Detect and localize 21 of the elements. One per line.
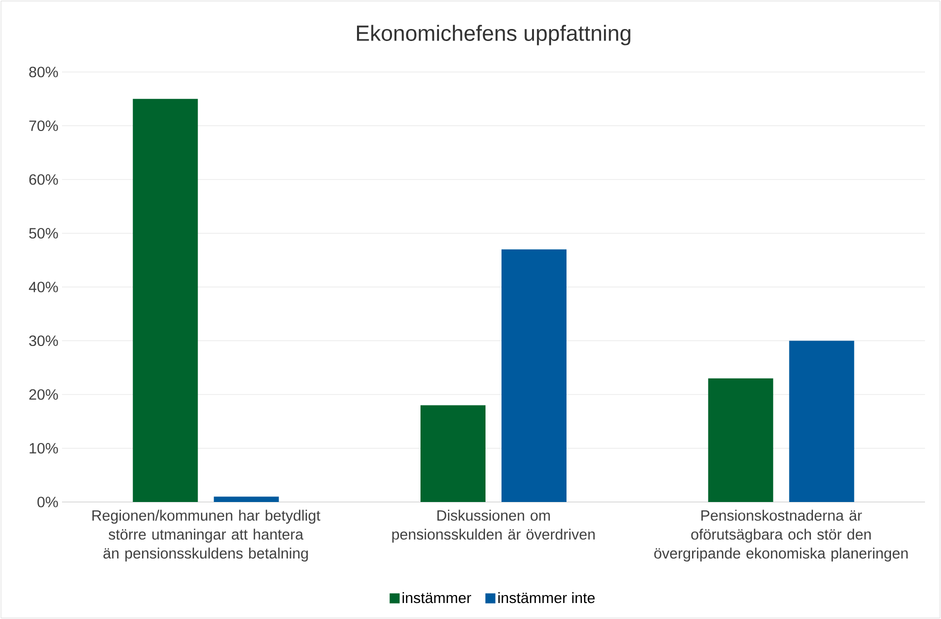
y-tick-label: 70% [29,120,58,132]
y-tick-label: 10% [30,442,58,454]
chart-title: Ekonomichefens uppfattning [357,24,630,46]
bar [789,340,854,502]
y-tick-label: 30% [29,335,58,346]
y-tick-label: 0% [37,496,58,508]
y-tick-label: 40% [28,282,58,292]
bar [420,405,486,502]
y-tick-label: 20% [29,389,58,400]
y-tick-label: 60% [29,174,58,185]
bar [214,496,279,502]
bar [708,378,774,502]
bar [132,98,198,502]
legend-label: instämmer [402,592,472,604]
bar [502,249,567,502]
y-tick-label: 50% [29,228,58,239]
x-tick-label: Regionen/kommunen har betydligt större utmaningar att hantera än pensionsskuldens betalning [92,510,320,562]
legend-label: instämmer inte [498,592,595,604]
y-tick-label: 80% [29,66,58,78]
x-tick-label: Diskussionen om pensionsskulden är överdriven [392,510,595,543]
x-tick-label: Pensionskostnaderna är oförutsägbara och stör den övergripande ekonomiska planeringen [654,510,908,562]
